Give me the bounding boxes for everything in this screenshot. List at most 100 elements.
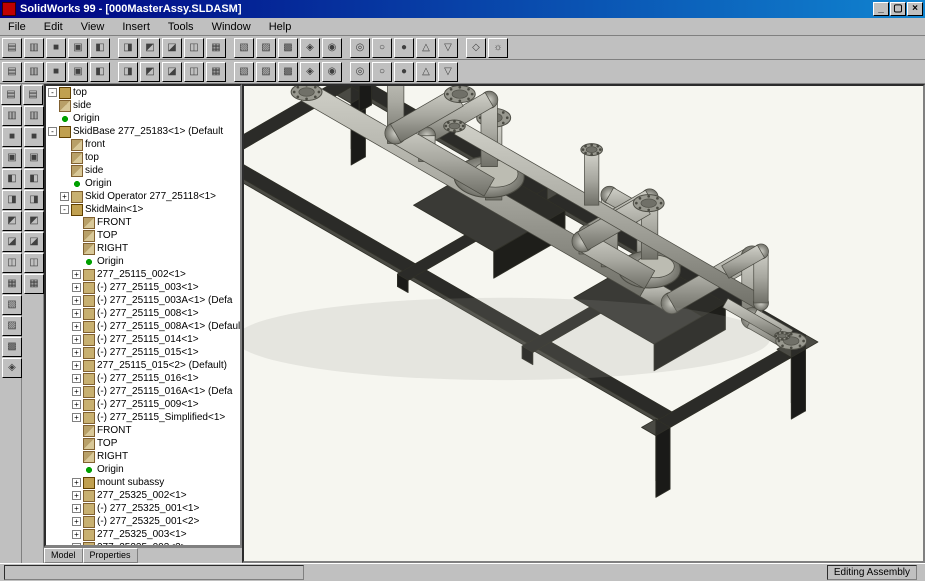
tree-item[interactable]: +(-) 277_25115_Simplified<1> [46,411,240,424]
tool-extend[interactable]: ▧ [234,62,254,82]
tool-help[interactable]: ☼ [488,38,508,58]
menu-file[interactable]: File [4,20,30,34]
tool-save[interactable]: ■ [46,38,66,58]
tree-item[interactable]: top [46,151,240,164]
tree-expander-icon[interactable]: + [72,270,81,279]
tool-dimension[interactable]: ◉ [322,62,342,82]
tool-shaded[interactable]: ● [394,38,414,58]
tree-item[interactable]: RIGHT [46,242,240,255]
tree-expander-icon[interactable]: + [72,413,81,422]
tool-options[interactable]: ▨ [256,38,276,58]
tree-tab-properties[interactable]: Properties [83,548,138,563]
tree-item[interactable]: +mount subassy [46,476,240,489]
tree-expander-icon[interactable]: - [60,205,69,214]
tree-item[interactable]: +(-) 277_25115_008<1> [46,307,240,320]
tree-tab-model[interactable]: Model [44,548,83,563]
tree-item[interactable]: -SkidMain<1> [46,203,240,216]
tree-expander-icon[interactable]: + [72,400,81,409]
tool-wire[interactable]: ▨ [2,316,22,336]
tree-expander-icon[interactable]: + [72,309,81,318]
menu-insert[interactable]: Insert [118,20,154,34]
tool-section-view[interactable]: ◈ [2,358,22,378]
tree-item[interactable]: +Skid Operator 277_25118<1> [46,190,240,203]
tool-perspective[interactable]: ▩ [2,337,22,357]
tool-new[interactable]: ▤ [2,38,22,58]
tool-sketch[interactable]: ▥ [24,62,44,82]
tool-spline[interactable]: ◩ [140,62,160,82]
feature-tree[interactable]: -topsideOrigin-SkidBase 277_25183<1> (De… [44,84,242,547]
tool-move[interactable]: ● [394,62,414,82]
tree-item[interactable]: -SkidBase 277_25183<1> (Default [46,125,240,138]
tool-zoom-to-fit[interactable]: ▩ [278,38,298,58]
tree-item[interactable]: TOP [46,229,240,242]
tool-section[interactable]: ◇ [466,38,486,58]
tool-zoom-in-out[interactable]: ◉ [322,38,342,58]
tool-open[interactable]: ▥ [24,38,44,58]
tree-item[interactable]: +(-) 277_25115_016A<1> (Defa [46,385,240,398]
tool-normal-to[interactable]: ▦ [24,274,44,294]
menu-edit[interactable]: Edit [40,20,67,34]
tree-item[interactable]: +(-) 277_25325_001<1> [46,502,240,515]
tool-print-preview[interactable]: ◧ [90,38,110,58]
tool-point[interactable]: ◪ [162,62,182,82]
menu-tools[interactable]: Tools [164,20,198,34]
tool-circle[interactable]: ◧ [90,62,110,82]
menu-window[interactable]: Window [208,20,255,34]
tree-item[interactable]: +277_25115_002<1> [46,268,240,281]
tree-expander-icon[interactable]: + [72,387,81,396]
tree-expander-icon[interactable]: + [72,491,81,500]
tool-back[interactable]: ▥ [24,106,44,126]
tree-item[interactable]: RIGHT [46,450,240,463]
tree-item[interactable]: TOP [46,437,240,450]
minimize-button[interactable]: _ [873,2,889,16]
tool-relations[interactable]: ◎ [350,62,370,82]
tool-cut[interactable]: ◨ [118,38,138,58]
tool-wireframe[interactable]: ▽ [438,38,458,58]
menu-help[interactable]: Help [265,20,296,34]
tool-previous[interactable]: ◩ [2,211,22,231]
tool-right[interactable]: ▣ [24,148,44,168]
tool-chamfer[interactable]: ◈ [300,62,320,82]
tree-item[interactable]: Origin [46,463,240,476]
viewport-3d[interactable] [242,84,925,563]
tree-expander-icon[interactable]: + [72,322,81,331]
tool-shaded[interactable]: ◫ [2,253,22,273]
tool-mate[interactable]: ○ [372,62,392,82]
tree-expander-icon[interactable]: + [72,296,81,305]
tool-trim[interactable]: ▦ [206,62,226,82]
tool-trimetric[interactable]: ◪ [24,232,44,252]
tool-paste[interactable]: ◪ [162,38,182,58]
close-button[interactable]: × [907,2,923,16]
tree-item[interactable]: +277_25325_002<1> [46,489,240,502]
tool-zoom[interactable]: ▣ [2,148,22,168]
tree-expander-icon[interactable]: + [72,348,81,357]
tool-arc[interactable]: ◨ [118,62,138,82]
tool-rotate[interactable]: ◎ [350,38,370,58]
tool-pan[interactable]: ○ [372,38,392,58]
tree-item[interactable]: Origin [46,255,240,268]
tree-item[interactable]: +(-) 277_25115_008A<1> (Default) [46,320,240,333]
tool-top[interactable]: ◧ [24,169,44,189]
tool-hidden-removed[interactable]: △ [416,38,436,58]
tool-select[interactable]: ▤ [1,85,21,105]
tool-mirror[interactable]: ▨ [256,62,276,82]
tree-expander-icon[interactable]: + [72,530,81,539]
tool-explode[interactable]: ▽ [438,62,458,82]
tree-expander-icon[interactable]: - [48,88,57,97]
tree-item[interactable]: +277_25325_003<1> [46,528,240,541]
tool-print[interactable]: ▣ [68,38,88,58]
tree-expander-icon[interactable]: + [72,361,81,370]
tool-zoom-fit[interactable]: ◧ [2,169,22,189]
tree-expander-icon[interactable]: + [60,192,69,201]
tool-pan[interactable]: ■ [2,127,22,147]
tool-copy[interactable]: ◩ [140,38,160,58]
tool-rebuild[interactable]: ▧ [234,38,254,58]
tool-zoom-window[interactable]: ◨ [2,190,22,210]
tree-item[interactable]: +(-) 277_25115_003<1> [46,281,240,294]
tree-expander-icon[interactable]: + [72,374,81,383]
tree-expander-icon[interactable]: + [72,517,81,526]
tree-item[interactable]: +(-) 277_25115_014<1> [46,333,240,346]
tool-standard-views[interactable]: ◪ [2,232,22,252]
tool-rotate[interactable]: ▥ [2,106,22,126]
tree-item[interactable]: Origin [46,177,240,190]
